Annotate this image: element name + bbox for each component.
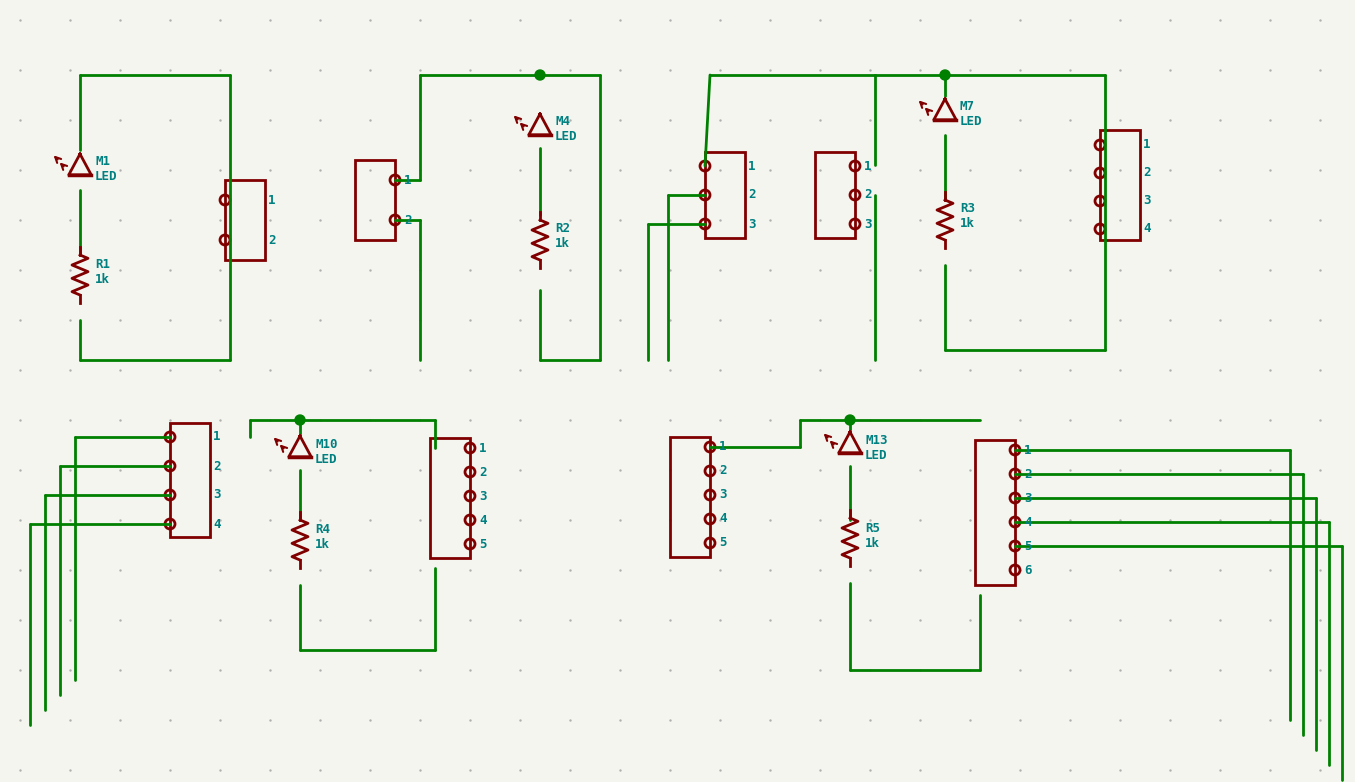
Bar [355,160,396,240]
Text: 4: 4 [1024,515,1031,529]
Text: 4: 4 [720,512,726,526]
Text: 3: 3 [480,490,486,503]
Text: 5: 5 [720,536,726,550]
Text: 1: 1 [268,193,275,206]
Text: 1k: 1k [556,237,570,250]
Text: M1: M1 [95,155,110,168]
Text: LED: LED [95,170,118,183]
Text: 1: 1 [864,160,871,173]
Text: R4: R4 [314,523,331,536]
Text: 4: 4 [213,518,221,530]
Bar [225,180,266,260]
Text: 4: 4 [480,514,486,526]
Text: 1k: 1k [314,538,331,551]
Bar [169,423,210,537]
Text: R2: R2 [556,222,570,235]
Text: M4: M4 [556,115,570,128]
Text: 3: 3 [1024,492,1031,504]
Bar [976,440,1015,585]
Text: 1k: 1k [864,537,879,550]
Text: M7: M7 [959,100,976,113]
Bar [430,438,470,558]
Circle shape [295,415,305,425]
Text: LED: LED [959,115,982,128]
Text: 3: 3 [1144,195,1150,207]
Text: 2: 2 [864,188,871,202]
Circle shape [535,70,545,80]
Text: 3: 3 [748,217,756,231]
Text: R5: R5 [864,522,879,535]
Text: 5: 5 [480,537,486,551]
Text: 1: 1 [213,431,221,443]
Text: 2: 2 [213,460,221,472]
Text: 1: 1 [480,442,486,454]
Bar [1100,130,1140,240]
Text: 3: 3 [864,217,871,231]
Text: 3: 3 [720,489,726,501]
Text: 1: 1 [404,174,412,186]
Text: 4: 4 [1144,223,1150,235]
Text: 1: 1 [748,160,756,173]
Text: 2: 2 [480,465,486,479]
Text: 1k: 1k [959,217,976,230]
Text: 2: 2 [268,234,275,246]
Text: 2: 2 [748,188,756,202]
Text: 2: 2 [720,465,726,478]
Bar [814,152,855,238]
Text: 1: 1 [720,440,726,454]
Text: M13: M13 [864,434,888,447]
Text: 1: 1 [1024,443,1031,457]
Text: LED: LED [556,130,577,143]
Text: 3: 3 [213,489,221,501]
Text: 6: 6 [1024,564,1031,576]
Text: M10: M10 [314,438,337,451]
Text: LED: LED [864,449,888,462]
Text: 5: 5 [1024,540,1031,553]
Text: 2: 2 [404,213,412,227]
Text: LED: LED [314,453,337,466]
Text: R1: R1 [95,258,110,271]
Text: 1: 1 [1144,138,1150,152]
Text: 1k: 1k [95,273,110,286]
Text: 2: 2 [1024,468,1031,480]
Text: 2: 2 [1144,167,1150,180]
Bar [705,152,745,238]
Bar [669,437,710,557]
Circle shape [846,415,855,425]
Circle shape [940,70,950,80]
Text: R3: R3 [959,202,976,215]
